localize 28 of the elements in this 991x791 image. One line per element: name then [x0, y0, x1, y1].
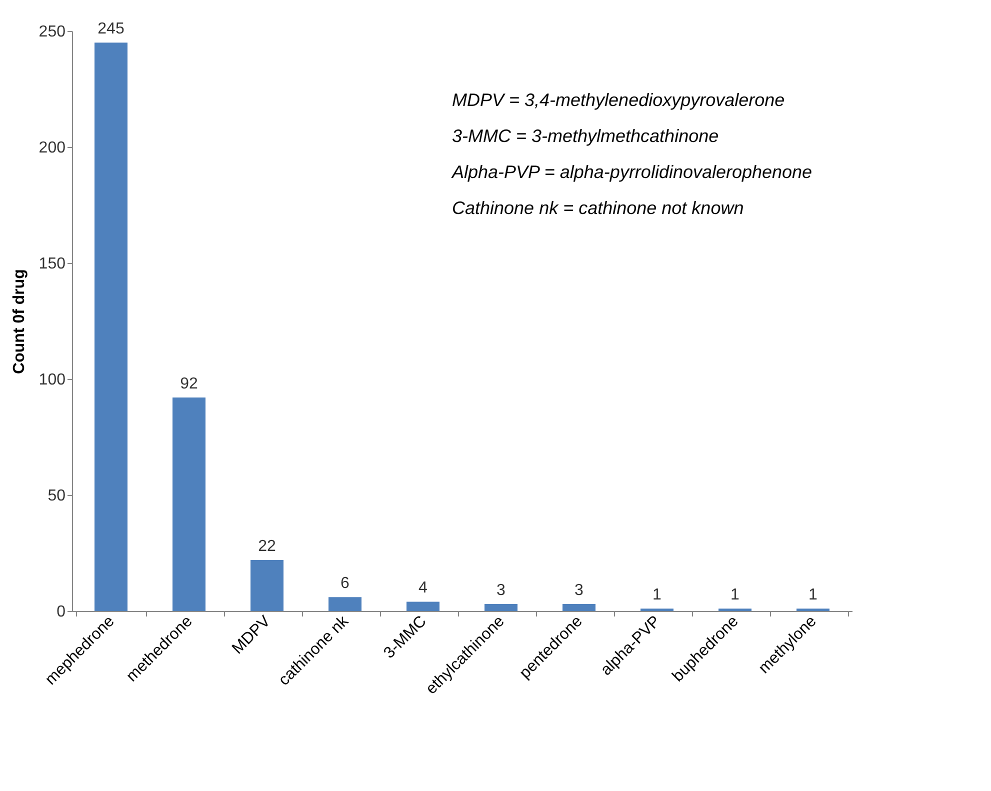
bar: [172, 398, 206, 611]
bar: [328, 597, 362, 611]
data-label: 1: [808, 586, 818, 604]
data-label: 92: [180, 376, 198, 393]
y-tick-label: 250: [38, 24, 66, 40]
data-label: 3: [574, 582, 584, 600]
y-tick-label: 150: [38, 256, 66, 272]
y-tick-label: 50: [48, 488, 66, 504]
y-tick-label: 100: [38, 372, 66, 388]
y-tick-label: 0: [56, 604, 66, 620]
annotation: Cathinone nk = cathinone not known: [452, 198, 744, 218]
annotation: MDPV = 3,4-methylenedioxypyrovalerone: [452, 90, 785, 110]
y-axis-title: Count 0f drug: [10, 269, 28, 374]
data-label: 1: [652, 586, 662, 604]
data-label: 4: [418, 580, 428, 597]
y-tick-label: 200: [38, 140, 66, 156]
data-label: 22: [258, 538, 276, 555]
data-label: 6: [340, 575, 350, 592]
data-label: 1: [730, 586, 740, 604]
annotation: 3-MMC = 3-methylmethcathinone: [452, 126, 719, 146]
bar: [94, 42, 128, 611]
data-label: 245: [98, 20, 124, 38]
data-label: 3: [496, 582, 506, 600]
bar: [406, 602, 440, 611]
bar: [562, 604, 596, 611]
bar: [484, 604, 518, 611]
annotation: Alpha-PVP = alpha-pyrrolidinovalerophenone: [451, 162, 812, 182]
bar: [250, 560, 284, 611]
